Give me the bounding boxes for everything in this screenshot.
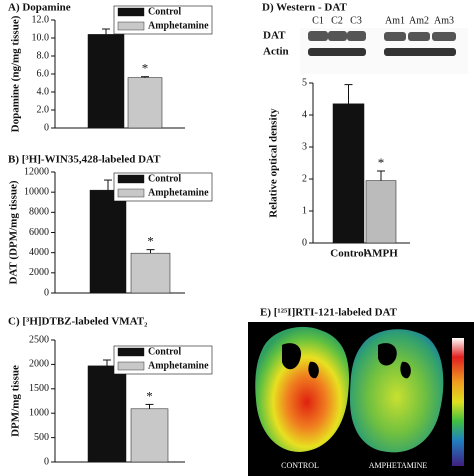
blot [300,28,468,74]
y-tick-label: 4000 [29,247,49,258]
panel-title: A) Dopamine [8,2,71,14]
autoradiograph [248,322,474,476]
legend-label: Control [148,173,181,184]
y-tick-label: 12000 [24,166,49,177]
row-label: DAT [263,30,286,42]
y-tick-label: 6000 [29,227,49,238]
y-tick-label: 12.0 [32,14,50,25]
legend-swatch [117,347,145,357]
legend-swatch [117,21,145,31]
significance-marker: * [378,155,385,170]
legend-swatch [117,188,145,198]
legend-swatch [117,7,145,17]
bar [89,189,127,294]
legend-swatch [117,361,145,371]
y-tick-label: 0 [302,237,307,248]
lane-label: Am3 [434,15,454,26]
panel-title: E) [¹²⁵I]RTI-121-labeled DAT [260,307,398,319]
significance-marker: * [146,388,153,403]
bar [87,365,127,463]
y-tick-label: 2000 [29,267,49,278]
legend-label: Control [148,6,181,17]
bar [127,77,163,129]
y-tick-label: 1 [302,205,307,216]
bar [332,103,365,244]
legend-label: Amphetamine [148,20,209,31]
y-tick-label: 0 [44,456,49,467]
panel-title: C) [³H]DTBZ-labeled VMAT₂ [8,316,148,328]
y-tick-label: 8.0 [37,50,50,61]
amphetamine-section [350,329,444,453]
legend-label: Amphetamine [148,187,209,198]
y-tick-label: 6.0 [37,68,50,79]
legend-swatch [117,174,145,184]
y-tick-label: 1000 [29,407,49,418]
bar [130,252,171,294]
y-tick-label: 3 [302,141,307,152]
color-scale [452,338,464,466]
panel-title: B) [³H]-WIN35,428-labeled DAT [8,154,161,166]
significance-marker: * [147,234,154,249]
y-tick-label: 10.0 [32,32,50,43]
bar [130,408,169,463]
row-label: Actin [263,46,289,58]
y-tick-label: 5 [302,77,307,88]
legend-label: Amphetamine [148,360,209,371]
section-label: AMPHETAMINE [369,461,428,470]
lane-label: C1 [312,15,324,26]
y-tick-label: 2.0 [37,104,50,115]
y-tick-label: 1500 [29,383,49,394]
lane-label: Am1 [385,15,405,26]
significance-marker: * [142,61,149,76]
x-tick-label: Control [330,248,366,260]
bar [87,34,125,129]
control-section [255,326,350,452]
blot-bands [308,31,456,56]
ventricle [282,343,319,379]
y-tick-label: 8000 [29,207,49,218]
ventricle [378,343,411,379]
y-axis-label: DAT (DPM/mg tissue) [8,180,20,284]
y-tick-label: 2500 [29,334,49,345]
y-tick-label: 2000 [29,359,49,370]
lane-label: C2 [331,15,343,26]
y-axis-label: DPM/mg tissue [10,365,22,437]
y-tick-label: 4.0 [37,86,50,97]
x-tick-label: AMPH [364,248,398,260]
y-tick-label: 0 [44,287,49,298]
y-tick-label: 10000 [24,186,49,197]
y-tick-label: 4 [302,109,307,120]
section-label: CONTROL [281,461,319,470]
y-axis-label: Relative optical density [268,108,280,218]
panel-title: D) Western - DAT [262,2,347,14]
y-tick-label: 500 [34,432,49,443]
y-axis-label: Dopamine (ng/mg tissue) [10,15,22,132]
y-tick-label: 0 [44,122,49,133]
lane-label: C3 [350,15,362,26]
legend-label: Control [148,346,181,357]
lane-label: Am2 [409,15,429,26]
bar [365,180,397,244]
y-tick-label: 2 [302,173,307,184]
